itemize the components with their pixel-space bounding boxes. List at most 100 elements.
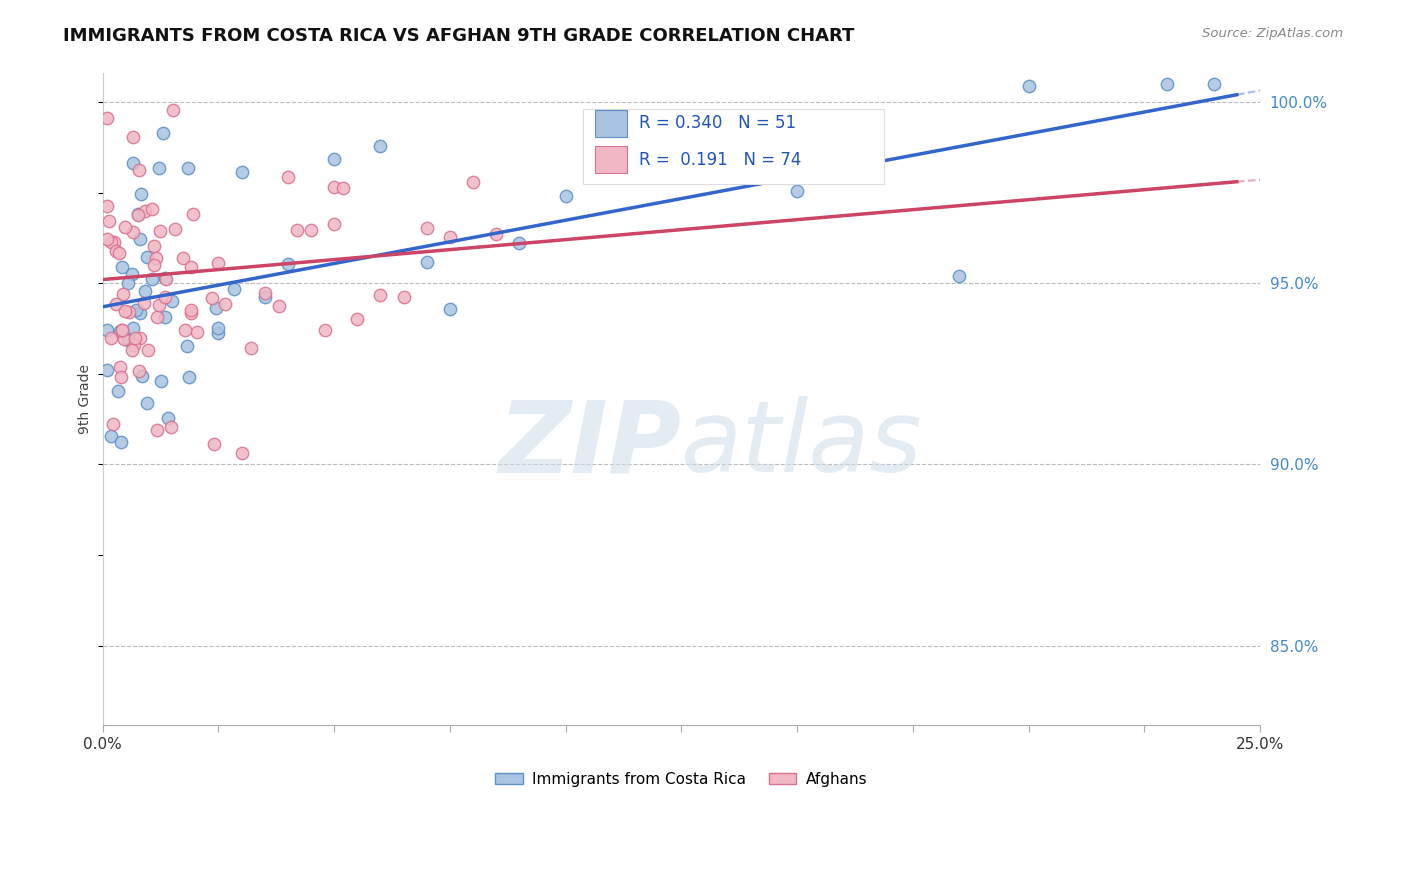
Point xyxy=(103,235,125,250)
Text: R =  0.191   N = 74: R = 0.191 N = 74 xyxy=(638,151,801,169)
Point xyxy=(128,163,150,178)
Point xyxy=(624,147,647,161)
Point xyxy=(107,384,129,399)
Point xyxy=(110,324,132,338)
Point xyxy=(100,429,122,443)
Point xyxy=(129,331,152,345)
Point xyxy=(101,417,124,431)
Point xyxy=(121,343,143,357)
Point xyxy=(125,303,148,318)
Point xyxy=(134,296,156,310)
Point xyxy=(948,268,970,283)
FancyBboxPatch shape xyxy=(583,109,884,184)
Point xyxy=(145,252,167,266)
Point xyxy=(485,227,508,242)
Point xyxy=(108,360,131,375)
Point xyxy=(231,165,253,179)
Point xyxy=(162,103,184,117)
Point xyxy=(135,250,157,264)
Point xyxy=(392,290,415,304)
Point xyxy=(155,270,177,285)
Point xyxy=(145,423,167,437)
Point xyxy=(186,325,208,339)
Point xyxy=(96,363,118,377)
Text: ZIP: ZIP xyxy=(498,396,682,493)
Point xyxy=(112,332,135,346)
Point xyxy=(214,297,236,311)
Text: IMMIGRANTS FROM COSTA RICA VS AFGHAN 9TH GRADE CORRELATION CHART: IMMIGRANTS FROM COSTA RICA VS AFGHAN 9TH… xyxy=(63,27,855,45)
Point xyxy=(96,112,118,126)
Point xyxy=(370,288,392,302)
Point xyxy=(439,230,461,244)
Point xyxy=(121,321,143,335)
Point xyxy=(1156,77,1178,91)
Point xyxy=(111,260,134,274)
Point xyxy=(98,214,121,228)
Point xyxy=(160,420,183,434)
Point xyxy=(786,184,808,198)
Point xyxy=(314,323,336,337)
Point xyxy=(128,232,150,246)
Text: atlas: atlas xyxy=(682,396,922,493)
Point xyxy=(122,155,145,169)
Point xyxy=(153,291,176,305)
Point xyxy=(1018,79,1040,94)
Point xyxy=(176,338,198,352)
Point xyxy=(150,375,173,389)
Point xyxy=(149,224,172,238)
Point xyxy=(179,370,201,384)
Point xyxy=(173,323,195,337)
Point xyxy=(143,258,166,272)
Point xyxy=(180,260,202,275)
Point xyxy=(277,257,299,271)
Point xyxy=(299,222,322,236)
Point xyxy=(323,180,346,194)
Point xyxy=(346,311,368,326)
Point xyxy=(100,331,122,345)
Point xyxy=(111,323,134,337)
Point xyxy=(416,254,439,268)
Point xyxy=(180,306,202,320)
Point xyxy=(105,244,128,258)
Point xyxy=(118,304,141,318)
Point xyxy=(231,445,253,459)
Y-axis label: 9th Grade: 9th Grade xyxy=(79,364,93,434)
Point xyxy=(110,370,132,384)
Point xyxy=(100,235,122,249)
Point xyxy=(370,139,392,153)
Point xyxy=(332,180,354,194)
Point xyxy=(127,207,149,221)
Legend: Immigrants from Costa Rica, Afghans: Immigrants from Costa Rica, Afghans xyxy=(489,765,873,793)
Point xyxy=(177,161,200,175)
Point xyxy=(111,287,134,301)
Point xyxy=(111,323,134,337)
Point xyxy=(114,303,136,318)
Point xyxy=(117,276,139,290)
Point xyxy=(121,267,143,281)
Point xyxy=(323,153,346,167)
Point xyxy=(277,169,299,184)
Point xyxy=(152,126,174,140)
Point xyxy=(117,333,139,347)
Point xyxy=(201,291,224,305)
Point xyxy=(122,225,145,239)
Point xyxy=(141,272,163,286)
Point xyxy=(148,298,170,312)
Point xyxy=(148,161,170,176)
Point xyxy=(239,341,262,355)
Point xyxy=(127,209,149,223)
Text: Source: ZipAtlas.com: Source: ZipAtlas.com xyxy=(1202,27,1343,40)
Point xyxy=(253,285,276,300)
Point xyxy=(122,338,145,352)
Point xyxy=(202,437,225,451)
Point xyxy=(122,130,145,145)
Point xyxy=(323,217,346,231)
Point xyxy=(114,219,136,234)
Point xyxy=(135,395,157,409)
Point xyxy=(110,434,132,449)
Point xyxy=(128,306,150,320)
Point xyxy=(155,271,177,285)
Point xyxy=(253,290,276,304)
Point xyxy=(207,256,229,270)
Point xyxy=(146,310,169,324)
